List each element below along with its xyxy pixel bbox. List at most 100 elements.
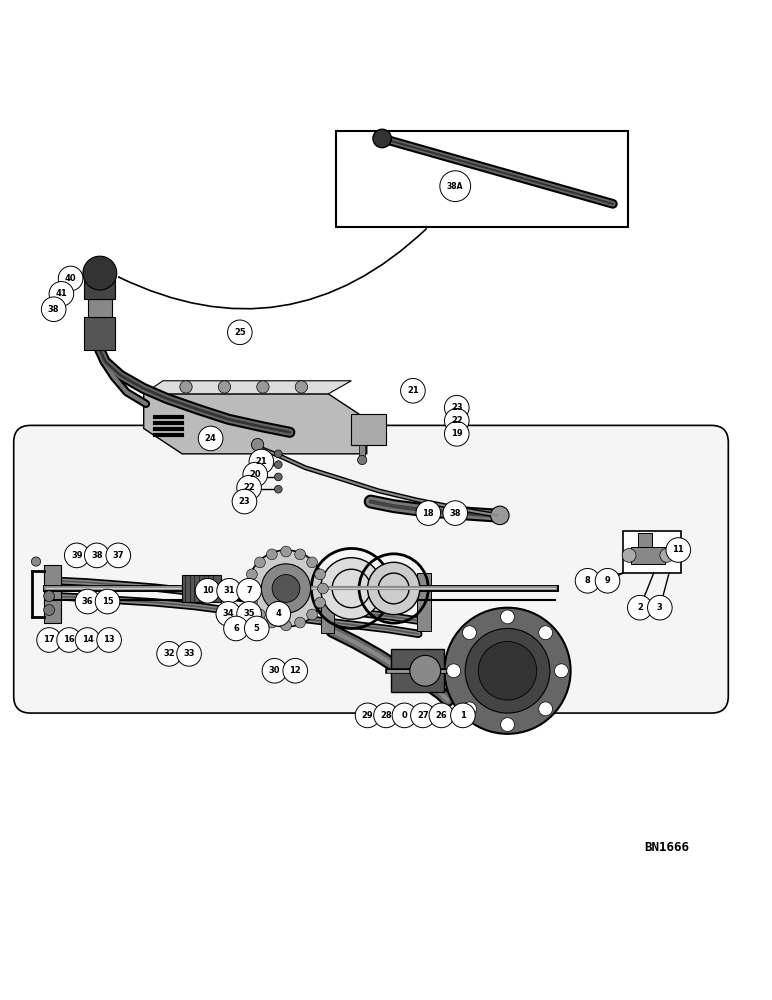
- Bar: [638, 533, 652, 547]
- Circle shape: [177, 642, 201, 666]
- Text: BN1666: BN1666: [645, 841, 689, 854]
- Circle shape: [595, 568, 620, 593]
- Circle shape: [411, 703, 435, 728]
- Text: 38: 38: [91, 551, 103, 560]
- Circle shape: [232, 489, 257, 514]
- Circle shape: [554, 664, 568, 678]
- Circle shape: [622, 548, 636, 562]
- Circle shape: [660, 548, 674, 562]
- Circle shape: [245, 616, 269, 641]
- Text: 31: 31: [223, 586, 235, 595]
- Circle shape: [410, 655, 441, 686]
- Text: 6: 6: [233, 624, 239, 633]
- Text: 34: 34: [222, 609, 234, 618]
- Circle shape: [401, 378, 425, 403]
- Circle shape: [83, 256, 117, 290]
- Circle shape: [374, 703, 398, 728]
- Text: 24: 24: [205, 434, 216, 443]
- Circle shape: [84, 543, 109, 568]
- Text: 8: 8: [584, 576, 591, 585]
- Circle shape: [218, 381, 231, 393]
- Text: 21: 21: [407, 386, 418, 395]
- Text: 3: 3: [657, 603, 662, 612]
- Circle shape: [315, 569, 326, 580]
- Text: 33: 33: [183, 649, 195, 658]
- Circle shape: [65, 543, 89, 568]
- Text: 11: 11: [672, 545, 684, 554]
- Circle shape: [42, 297, 66, 322]
- Circle shape: [445, 422, 469, 446]
- Text: 30: 30: [269, 666, 280, 675]
- Text: 10: 10: [201, 586, 213, 595]
- Circle shape: [249, 449, 274, 474]
- Circle shape: [306, 609, 317, 620]
- Circle shape: [237, 475, 262, 500]
- Text: 39: 39: [71, 551, 83, 560]
- Circle shape: [255, 557, 266, 568]
- Circle shape: [243, 462, 268, 487]
- Polygon shape: [144, 394, 367, 454]
- Text: 38: 38: [48, 305, 59, 314]
- Circle shape: [59, 266, 83, 291]
- Circle shape: [445, 408, 469, 433]
- Circle shape: [283, 658, 307, 683]
- Circle shape: [280, 546, 291, 557]
- Circle shape: [237, 602, 262, 626]
- Text: 29: 29: [362, 711, 374, 720]
- Polygon shape: [144, 381, 351, 394]
- Circle shape: [37, 628, 62, 652]
- Circle shape: [246, 597, 257, 608]
- Text: 0: 0: [401, 711, 408, 720]
- Circle shape: [317, 583, 328, 594]
- Circle shape: [246, 569, 257, 580]
- Circle shape: [462, 626, 476, 640]
- Circle shape: [429, 703, 454, 728]
- Circle shape: [295, 549, 306, 560]
- Text: 5: 5: [254, 624, 259, 633]
- Circle shape: [228, 320, 252, 345]
- Circle shape: [49, 282, 73, 306]
- Bar: [336, 131, 628, 227]
- Bar: [351, 414, 386, 445]
- Circle shape: [216, 602, 241, 626]
- Circle shape: [373, 129, 391, 148]
- Text: 22: 22: [451, 416, 462, 425]
- Circle shape: [275, 485, 282, 493]
- Circle shape: [539, 702, 553, 716]
- Text: 41: 41: [56, 289, 67, 298]
- Text: 40: 40: [65, 274, 76, 283]
- Text: 12: 12: [290, 666, 301, 675]
- Circle shape: [44, 605, 55, 615]
- Circle shape: [257, 381, 269, 393]
- Circle shape: [280, 620, 291, 631]
- Circle shape: [320, 558, 382, 619]
- Text: 23: 23: [451, 403, 462, 412]
- Circle shape: [266, 617, 277, 628]
- Circle shape: [244, 583, 255, 594]
- Circle shape: [355, 703, 380, 728]
- Text: 37: 37: [113, 551, 124, 560]
- Circle shape: [255, 609, 266, 620]
- Circle shape: [315, 597, 326, 608]
- Text: 15: 15: [102, 597, 113, 606]
- Text: 25: 25: [234, 328, 245, 337]
- Text: 4: 4: [276, 609, 281, 618]
- Circle shape: [180, 381, 192, 393]
- Circle shape: [75, 589, 100, 614]
- Text: 17: 17: [43, 635, 55, 644]
- Text: 14: 14: [82, 635, 93, 644]
- Text: 2: 2: [637, 603, 643, 612]
- Circle shape: [224, 616, 249, 641]
- Text: 1: 1: [460, 711, 466, 720]
- Circle shape: [195, 578, 220, 603]
- Circle shape: [157, 642, 181, 666]
- Text: 26: 26: [435, 711, 447, 720]
- Circle shape: [666, 538, 691, 562]
- Text: 38: 38: [449, 509, 461, 518]
- Circle shape: [217, 578, 242, 603]
- Circle shape: [32, 557, 41, 566]
- Circle shape: [462, 702, 476, 716]
- Circle shape: [416, 501, 441, 525]
- Text: 35: 35: [243, 609, 255, 618]
- Bar: [623, 531, 681, 573]
